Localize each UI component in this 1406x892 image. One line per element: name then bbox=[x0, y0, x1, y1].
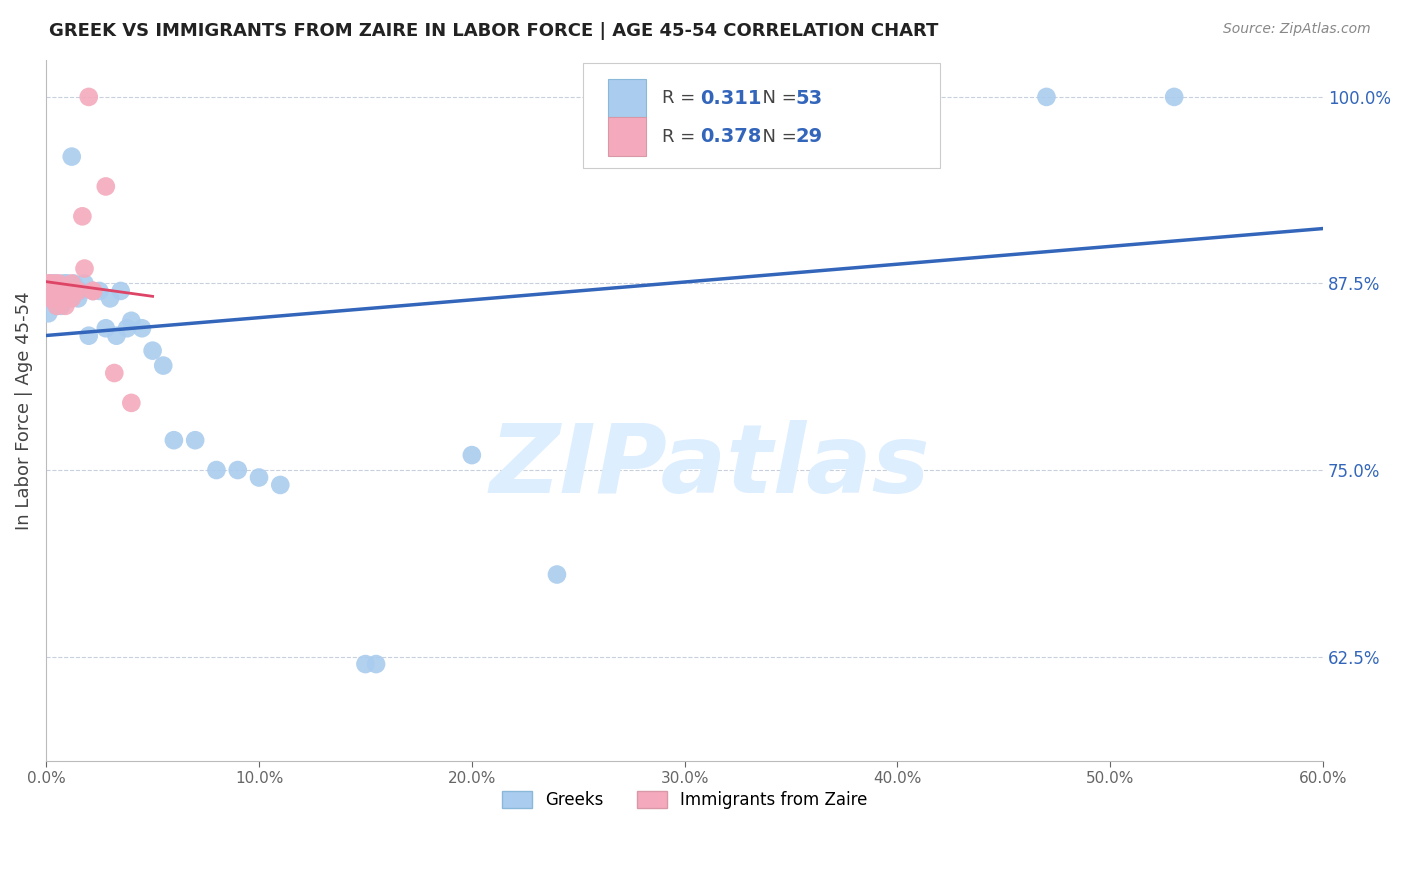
Point bbox=[41, 284, 63, 298]
Point bbox=[844, 90, 866, 104]
Point bbox=[82, 284, 104, 298]
Point bbox=[103, 366, 125, 380]
Text: ZIPatlas: ZIPatlas bbox=[489, 420, 931, 513]
Point bbox=[60, 292, 83, 306]
Point bbox=[94, 179, 117, 194]
Text: N =: N = bbox=[751, 128, 803, 145]
Point bbox=[45, 292, 67, 306]
Point bbox=[37, 277, 59, 291]
Text: N =: N = bbox=[751, 89, 803, 107]
Point bbox=[184, 433, 207, 447]
Point bbox=[39, 277, 62, 291]
Point bbox=[48, 284, 70, 298]
Point bbox=[73, 261, 96, 276]
Point bbox=[226, 463, 249, 477]
Text: R =: R = bbox=[662, 89, 700, 107]
Text: 0.378: 0.378 bbox=[700, 128, 762, 146]
Point bbox=[152, 359, 174, 373]
Point bbox=[115, 321, 138, 335]
Point bbox=[72, 210, 94, 224]
Point bbox=[39, 292, 62, 306]
Point bbox=[695, 90, 717, 104]
Point bbox=[546, 567, 568, 582]
Point bbox=[44, 292, 66, 306]
Point bbox=[44, 284, 66, 298]
Point bbox=[1163, 90, 1185, 104]
Point bbox=[56, 284, 79, 298]
Point bbox=[364, 657, 387, 671]
Point bbox=[73, 277, 96, 291]
Point bbox=[120, 396, 142, 410]
Point bbox=[67, 284, 90, 298]
Point bbox=[1035, 90, 1057, 104]
Point bbox=[45, 299, 67, 313]
Point bbox=[44, 277, 66, 291]
Point bbox=[120, 314, 142, 328]
Point bbox=[41, 292, 63, 306]
Point bbox=[37, 284, 59, 298]
Point bbox=[82, 284, 104, 298]
Point bbox=[60, 277, 83, 291]
Point bbox=[247, 470, 270, 484]
Point bbox=[63, 284, 86, 298]
Text: 0.311: 0.311 bbox=[700, 88, 762, 108]
Point bbox=[69, 284, 91, 298]
Point bbox=[65, 284, 87, 298]
Point bbox=[41, 284, 63, 298]
Point bbox=[82, 284, 104, 298]
Point bbox=[44, 292, 66, 306]
Point bbox=[63, 277, 86, 291]
Point bbox=[56, 277, 79, 291]
Point bbox=[354, 657, 377, 671]
Point bbox=[105, 328, 128, 343]
Point bbox=[53, 277, 76, 291]
Bar bbox=[607, 78, 647, 118]
Point bbox=[39, 284, 62, 298]
Point bbox=[45, 277, 67, 291]
Text: R =: R = bbox=[662, 128, 700, 145]
Legend: Greeks, Immigrants from Zaire: Greeks, Immigrants from Zaire bbox=[495, 784, 875, 816]
Point bbox=[49, 299, 72, 313]
Point bbox=[59, 284, 82, 298]
Point bbox=[98, 292, 121, 306]
Text: 29: 29 bbox=[796, 128, 823, 146]
Point bbox=[131, 321, 153, 335]
Point bbox=[60, 150, 83, 164]
Point bbox=[52, 277, 75, 291]
Point bbox=[53, 299, 76, 313]
Point bbox=[49, 292, 72, 306]
Point bbox=[37, 306, 59, 320]
Point bbox=[142, 343, 165, 358]
Point bbox=[48, 284, 70, 298]
Point bbox=[56, 284, 79, 298]
Point bbox=[94, 321, 117, 335]
Point bbox=[461, 448, 484, 462]
Point bbox=[89, 284, 111, 298]
Point bbox=[44, 284, 66, 298]
Text: GREEK VS IMMIGRANTS FROM ZAIRE IN LABOR FORCE | AGE 45-54 CORRELATION CHART: GREEK VS IMMIGRANTS FROM ZAIRE IN LABOR … bbox=[49, 22, 939, 40]
Point bbox=[205, 463, 228, 477]
Point bbox=[39, 277, 62, 291]
Text: Source: ZipAtlas.com: Source: ZipAtlas.com bbox=[1223, 22, 1371, 37]
Point bbox=[52, 284, 75, 298]
Point bbox=[41, 292, 63, 306]
Point bbox=[53, 284, 76, 298]
Point bbox=[77, 328, 100, 343]
Text: 53: 53 bbox=[796, 88, 823, 108]
Point bbox=[49, 284, 72, 298]
Point bbox=[163, 433, 186, 447]
Point bbox=[77, 90, 100, 104]
Point bbox=[269, 478, 291, 492]
Y-axis label: In Labor Force | Age 45-54: In Labor Force | Age 45-54 bbox=[15, 291, 32, 530]
Point bbox=[41, 277, 63, 291]
Point bbox=[52, 292, 75, 306]
Point bbox=[45, 299, 67, 313]
Point bbox=[67, 292, 90, 306]
Point bbox=[110, 284, 132, 298]
Point bbox=[48, 277, 70, 291]
FancyBboxPatch shape bbox=[582, 63, 941, 169]
Point bbox=[45, 284, 67, 298]
Bar bbox=[607, 118, 647, 156]
